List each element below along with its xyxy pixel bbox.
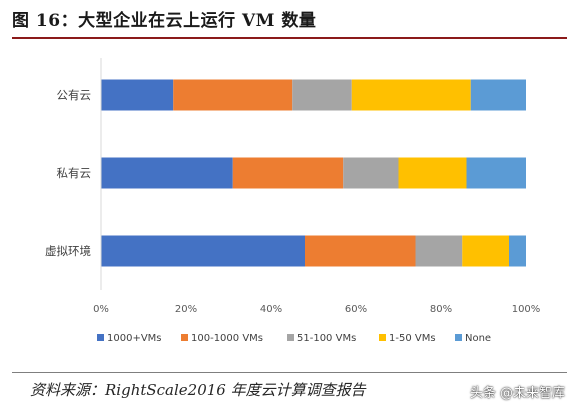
bar-segment-2-5	[466, 157, 526, 189]
legend-label-2: 100-1000 VMs	[191, 333, 263, 344]
title-divider	[12, 37, 567, 39]
bar-segment-3-3	[415, 235, 463, 267]
bar-segment-2-3	[343, 157, 399, 189]
bar-segment-1-2	[173, 79, 293, 111]
x-axis-tick-labels: 0% 20% 40% 60% 80% 100%	[93, 304, 540, 315]
legend-swatch-5	[455, 334, 462, 341]
legend-swatch-1	[97, 334, 104, 341]
bar-segment-3-5	[509, 235, 526, 267]
bar-segment-1-1	[101, 79, 174, 111]
x-tick-label-2: 20%	[175, 304, 197, 315]
bar-segment-1-3	[292, 79, 352, 111]
bar-segment-3-4	[462, 235, 509, 267]
bar-segment-3-2	[305, 235, 416, 267]
category-label-3: 虚拟环境	[45, 244, 91, 258]
bar-segment-1-4	[351, 79, 471, 111]
legend-swatch-4	[379, 334, 386, 341]
category-label-1: 公有云	[57, 88, 92, 102]
chart-legend: 1000+VMs 100-1000 VMs 51-100 VMs 1-50 VMs No…	[97, 333, 491, 344]
bar-segment-3-1	[101, 235, 305, 267]
bar-segment-2-4	[398, 157, 467, 189]
legend-label-5: None	[465, 333, 491, 344]
bar-segment-1-5	[470, 79, 526, 111]
legend-swatch-3	[287, 334, 294, 341]
x-tick-label-1: 0%	[93, 304, 109, 315]
legend-label-3: 51-100 VMs	[297, 333, 356, 344]
source-divider	[12, 372, 567, 373]
watermark-text: 头条 @未来智库	[469, 386, 565, 401]
figure-title: 图 16：大型企业在云上运行 VM 数量	[12, 11, 317, 31]
x-tick-label-6: 100%	[512, 304, 541, 315]
bar-segment-2-1	[101, 157, 233, 189]
category-label-2: 私有云	[57, 166, 92, 180]
source-note: 资料来源：RightScale2016 年度云计算调查报告	[30, 381, 366, 399]
legend-label-4: 1-50 VMs	[389, 333, 436, 344]
bar-series-group	[101, 79, 526, 267]
bar-segment-2-2	[232, 157, 344, 189]
x-tick-label-4: 60%	[345, 304, 367, 315]
legend-label-1: 1000+VMs	[107, 333, 162, 344]
legend-swatch-2	[181, 334, 188, 341]
x-tick-label-3: 40%	[260, 304, 282, 315]
x-tick-label-5: 80%	[430, 304, 452, 315]
